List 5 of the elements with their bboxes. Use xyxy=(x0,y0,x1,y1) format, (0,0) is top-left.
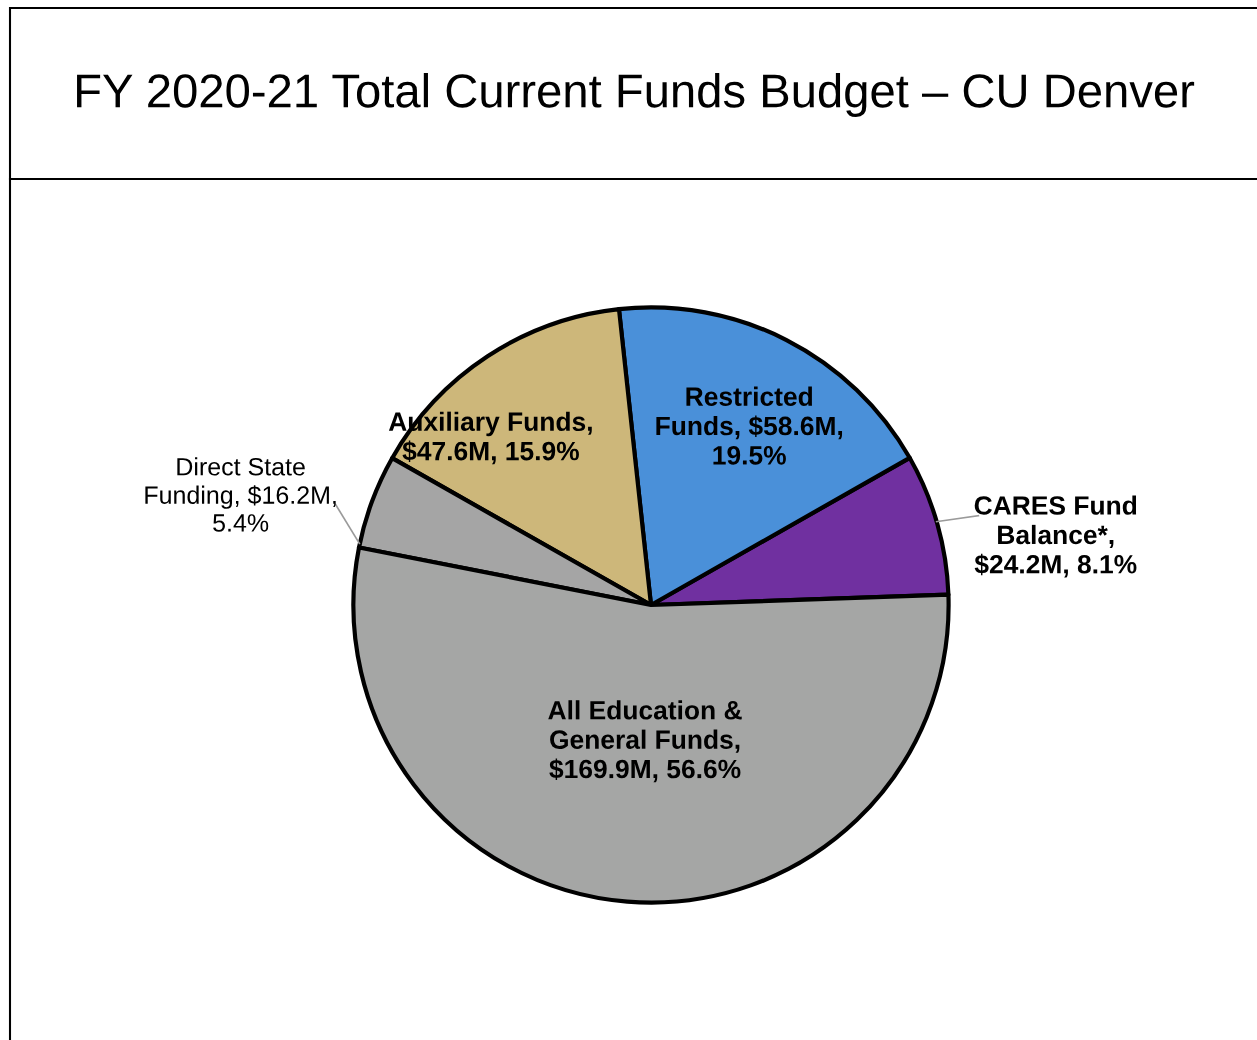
slice-label: CARES Fund Balance*, $24.2M, 8.1% xyxy=(974,495,1137,578)
slice-label: Restricted Funds, $58.6M, 19.5% xyxy=(656,386,843,465)
slice-label: Direct State Funding, $16.2M, 5.4% xyxy=(145,457,336,532)
slice-label: All Education & General Funds, $169.9M, 56.6% xyxy=(548,700,742,783)
chart-title: FY 2020-21 Total Current Funds Budget – CU Denver xyxy=(77,72,1195,118)
